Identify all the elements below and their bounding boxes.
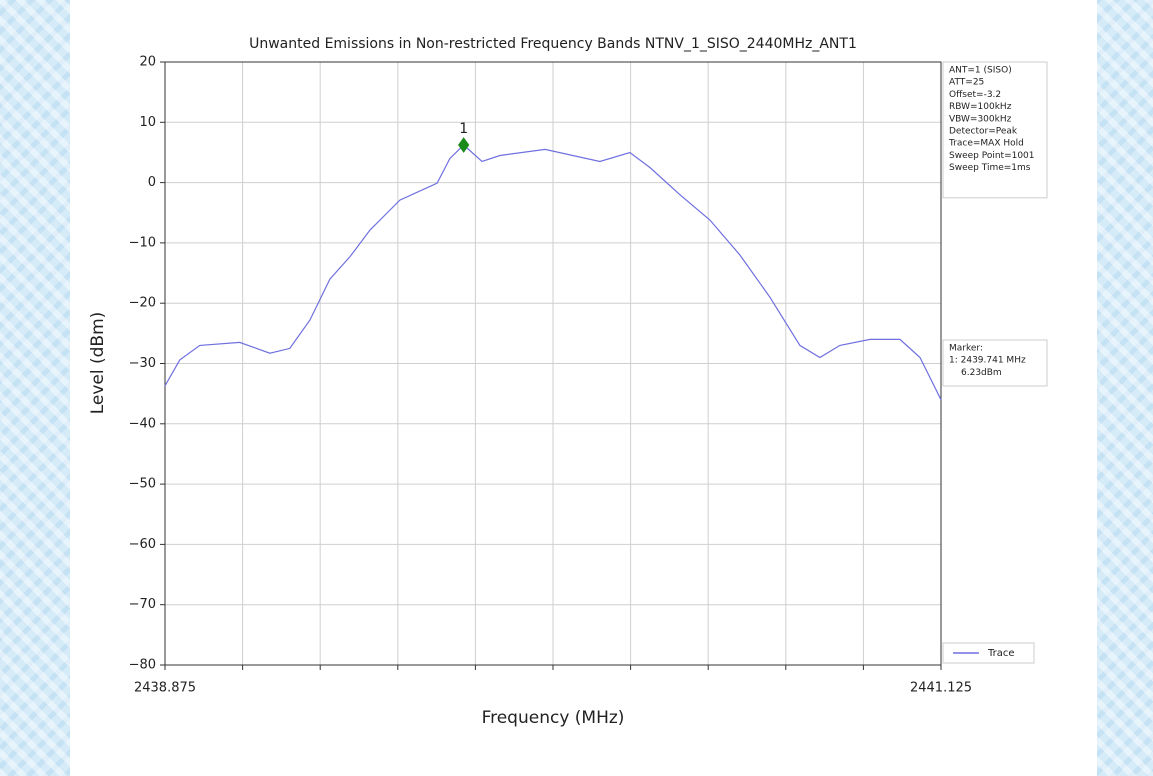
settings-text: Sweep Time=1ms: [949, 163, 1031, 173]
settings-text: Sweep Point=1001: [949, 151, 1035, 161]
settings-text: VBW=300kHz: [949, 114, 1012, 124]
legend-label: Trace: [987, 648, 1015, 659]
x-axis-label: Frequency (MHz): [482, 708, 625, 728]
marker-text: 6.23dBm: [961, 368, 1002, 378]
y-tick-label: 20: [139, 55, 156, 70]
settings-text: Detector=Peak: [949, 127, 1018, 137]
settings-text: ANT=1 (SISO): [949, 66, 1012, 76]
y-axis-label: Level (dBm): [88, 312, 108, 415]
marker-diamond: [458, 137, 470, 153]
y-tick-label: −60: [129, 537, 156, 552]
legend-box: [942, 642, 1035, 664]
y-tick-label: 0: [148, 175, 156, 190]
y-tick-label: −20: [129, 296, 156, 311]
y-tick-label: −80: [129, 658, 156, 673]
plot-frame: [164, 61, 942, 666]
y-tick-label: −70: [129, 597, 156, 612]
y-tick-label: 10: [139, 115, 156, 130]
x-tick-label: 2438.875: [134, 681, 196, 696]
trace-line: [164, 144, 942, 400]
marker-box: [942, 339, 1048, 387]
panel: [70, 0, 1097, 776]
y-tick-label: −30: [129, 356, 156, 371]
settings-box: [942, 61, 1048, 199]
y-tick-label: −40: [129, 416, 156, 431]
y-tick-label: −50: [129, 477, 156, 492]
settings-text: RBW=100kHz: [949, 102, 1012, 112]
x-tick-label: 2441.125: [910, 681, 972, 696]
y-tick-label: −10: [129, 235, 156, 250]
marker-label: 1: [459, 121, 468, 137]
marker-text: 1: 2439.741 MHz: [949, 356, 1026, 366]
settings-text: Offset=-3.2: [949, 90, 1001, 100]
settings-text: Trace=MAX Hold: [948, 139, 1024, 149]
settings-text: ATT=25: [949, 78, 984, 88]
marker-text: Marker:: [949, 344, 983, 354]
chart-title: Unwanted Emissions in Non-restricted Fre…: [249, 36, 857, 52]
